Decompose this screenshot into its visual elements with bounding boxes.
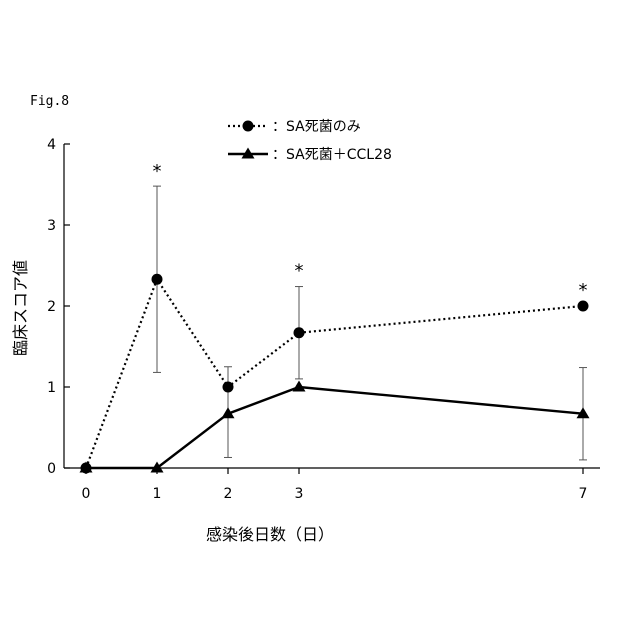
series-line-1: [86, 279, 583, 468]
data-point-series-2: [293, 381, 306, 392]
x-axis-title: 感染後日数（日）: [206, 525, 334, 544]
series-lines: [86, 279, 583, 468]
data-point-series-1: [294, 327, 305, 338]
y-tick-label: 0: [47, 461, 56, 477]
x-tick-label: 0: [82, 486, 91, 502]
legend-marker-1: [243, 121, 254, 132]
legend-label-1: ：SA死菌のみ: [272, 119, 361, 135]
x-tick-label: 7: [579, 486, 588, 502]
x-tick-label: 2: [224, 486, 233, 502]
y-axis-title: 臨床スコア値: [11, 260, 30, 356]
significance-marker: *: [153, 161, 162, 182]
legend: ：SA死菌のみ ：SA死菌＋CCL28: [228, 119, 392, 163]
x-tick-label: 1: [153, 486, 162, 502]
y-tick-label: 4: [47, 137, 56, 153]
data-point-series-1: [223, 382, 234, 393]
y-tick-label: 3: [47, 218, 56, 234]
error-bars: [153, 186, 587, 460]
axes: 0 1 2 3 4 0 1 2 3 7: [47, 137, 600, 502]
significance-marker: *: [295, 261, 304, 282]
data-point-series-1: [152, 274, 163, 285]
series-markers: [80, 274, 590, 474]
series-line-2: [86, 387, 583, 468]
y-tick-label: 1: [47, 380, 56, 396]
x-tick-label: 3: [295, 486, 304, 502]
data-point-series-1: [578, 301, 589, 312]
y-tick-label: 2: [47, 299, 56, 315]
significance-marker: *: [579, 280, 588, 301]
annotations: * * *: [153, 161, 588, 301]
legend-label-2: ：SA死菌＋CCL28: [272, 147, 392, 163]
